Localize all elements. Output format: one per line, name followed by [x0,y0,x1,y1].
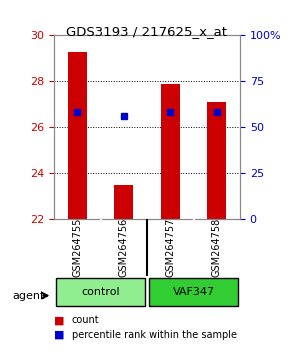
Text: VAF347: VAF347 [172,287,214,297]
Text: agent: agent [12,291,44,301]
FancyBboxPatch shape [56,278,145,306]
Text: control: control [81,287,120,297]
Text: GSM264755: GSM264755 [72,218,82,278]
Text: GSM264758: GSM264758 [212,218,222,278]
Bar [161,84,179,219]
Text: ■: ■ [54,315,64,325]
Text: GSM264756: GSM264756 [119,218,129,278]
Bar [208,102,226,219]
FancyBboxPatch shape [149,278,238,306]
Bar [115,185,133,219]
Text: GDS3193 / 217625_x_at: GDS3193 / 217625_x_at [67,25,227,38]
Text: percentile rank within the sample: percentile rank within the sample [72,330,237,339]
Text: GSM264757: GSM264757 [165,218,175,278]
Bar [68,51,87,219]
Text: count: count [72,315,100,325]
Text: ■: ■ [54,330,64,339]
